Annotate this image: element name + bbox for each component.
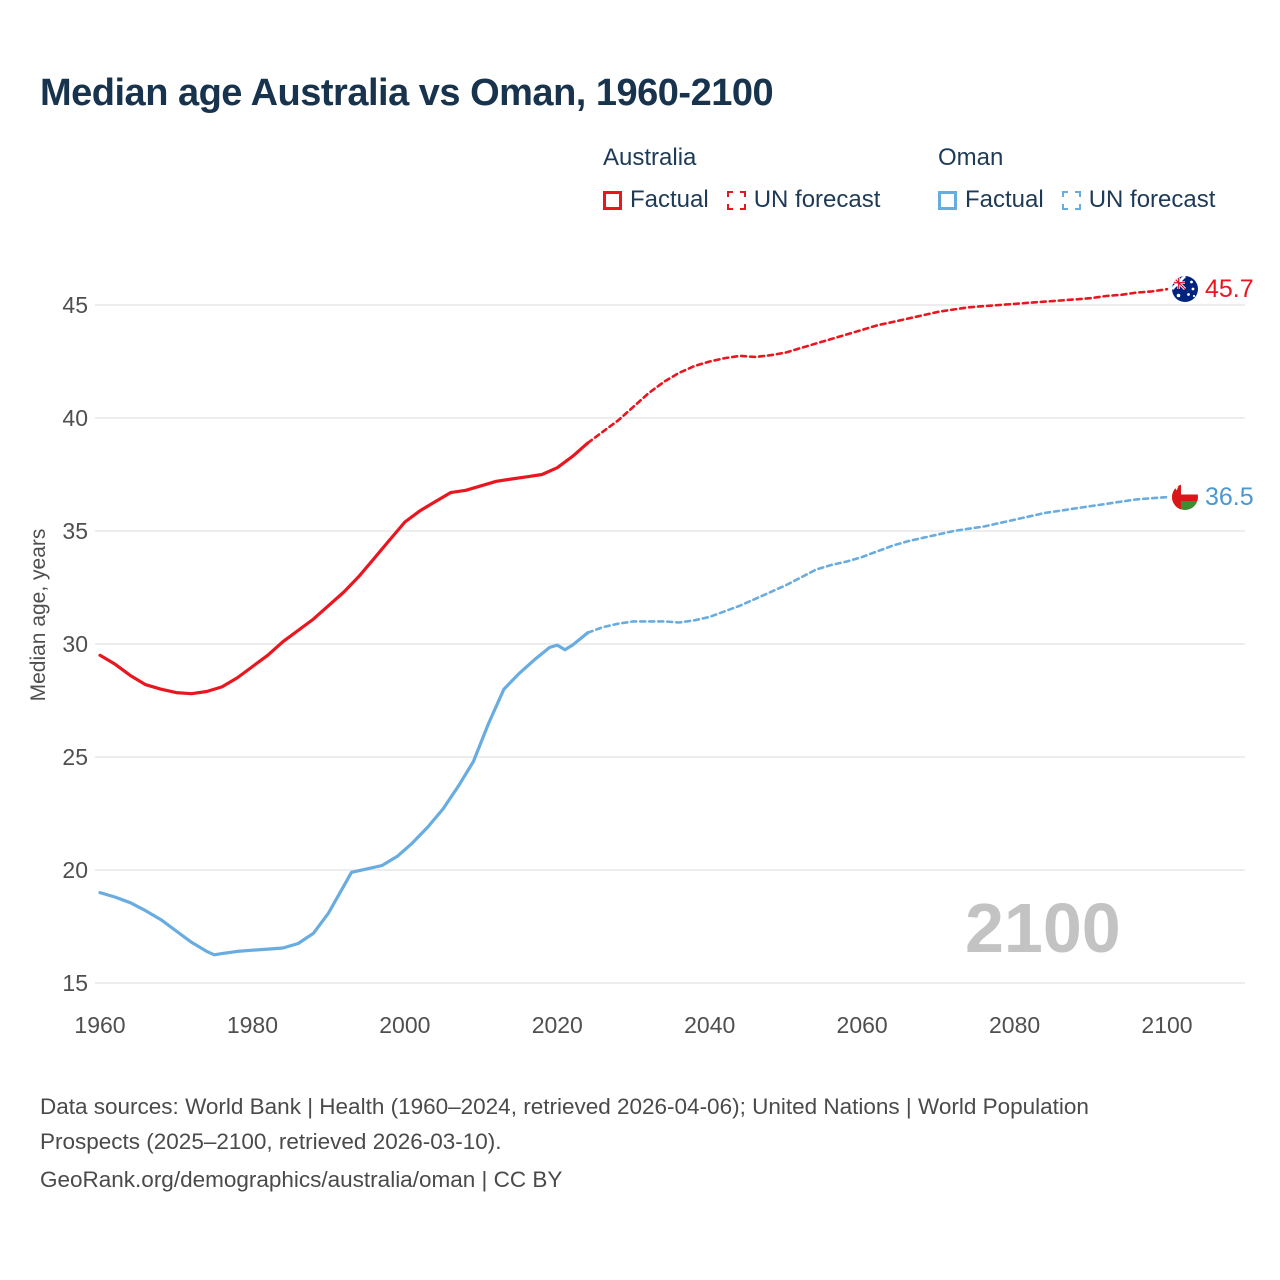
- x-tick-label: 2100: [1141, 1012, 1192, 1038]
- page-title: Median age Australia vs Oman, 1960-2100: [40, 72, 774, 114]
- y-tick-label: 20: [62, 857, 88, 883]
- legend-items: Factual UN forecast: [938, 186, 1215, 214]
- y-tick-label: 15: [62, 970, 88, 996]
- oman-end-value: 36.5: [1205, 482, 1254, 511]
- watermark-year: 2100: [965, 889, 1121, 967]
- x-tick-label: 2000: [379, 1012, 430, 1038]
- legend-group-oman: Oman Factual UN forecast: [938, 144, 1215, 214]
- oman-flag-icon: [1172, 484, 1198, 510]
- y-tick-label: 45: [62, 292, 88, 318]
- footer: Data sources: World Bank | Health (1960–…: [40, 1090, 1165, 1198]
- australia-forecast-swatch-icon: [726, 190, 746, 210]
- series-line: [98, 631, 590, 957]
- x-tick-label: 2060: [837, 1012, 888, 1038]
- data-sources-text: Data sources: World Bank | Health (1960–…: [40, 1094, 1089, 1154]
- y-tick-label: 40: [62, 405, 88, 431]
- legend-item-label: UN forecast: [753, 186, 881, 213]
- x-tick-label: 1960: [74, 1012, 125, 1038]
- legend-group-australia: Australia Factual UN forecast: [603, 144, 880, 214]
- series-line: [98, 441, 590, 696]
- series-line: [586, 287, 1169, 445]
- x-tick-label: 2040: [684, 1012, 735, 1038]
- australia-flag-icon: [1172, 276, 1198, 302]
- y-tick-label: 25: [62, 744, 88, 770]
- x-tick-label: 1980: [227, 1012, 278, 1038]
- plot-area: 15 20 25 30 35 40 45 1960 1980 2000 2020 2040 2060 20…: [62, 287, 1245, 1038]
- oman-end-label: 36.5: [1172, 482, 1254, 511]
- legend-items: Factual UN forecast: [603, 186, 880, 214]
- oman-factual-swatch-icon: [938, 190, 957, 210]
- australia-end-label: 45.7: [1172, 274, 1254, 303]
- series-line: [586, 495, 1169, 634]
- y-tick-label: 35: [62, 518, 88, 544]
- y-tick-label: 30: [62, 631, 88, 657]
- legend-group-name: Oman: [938, 144, 1004, 171]
- legend-item-label: Factual: [630, 186, 709, 213]
- oman-forecast-swatch-icon: [1061, 190, 1081, 210]
- australia-factual-swatch-icon: [603, 190, 622, 210]
- attribution-text: GeoRank.org/demographics/australia/oman …: [40, 1166, 563, 1192]
- x-tick-label: 2080: [989, 1012, 1040, 1038]
- legend-item-label: UN forecast: [1088, 186, 1216, 213]
- australia-end-value: 45.7: [1205, 274, 1254, 303]
- x-tick-label: 2020: [532, 1012, 583, 1038]
- legend-item-label: Factual: [965, 186, 1044, 213]
- legend-group-name: Australia: [603, 144, 697, 171]
